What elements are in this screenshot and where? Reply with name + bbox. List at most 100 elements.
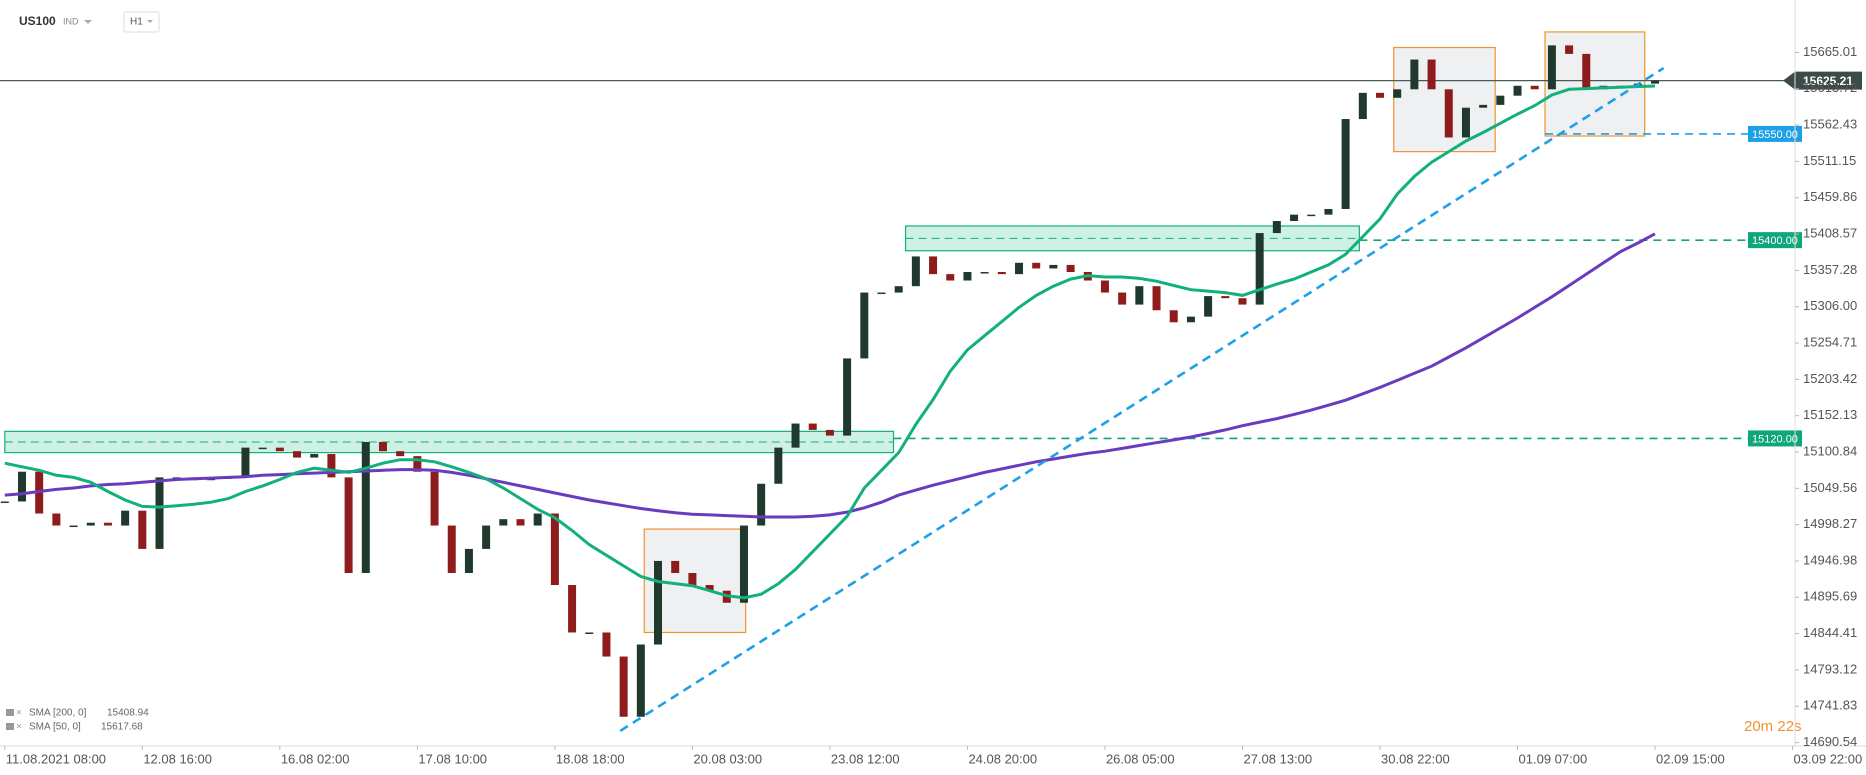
- x-tick-label: 01.09 07:00: [1519, 751, 1588, 766]
- candle: [946, 274, 955, 281]
- candle: [241, 447, 250, 478]
- candle: [1290, 214, 1299, 222]
- y-tick-label: 15408.57: [1803, 226, 1857, 241]
- candle: [1169, 310, 1178, 323]
- candle: [1015, 262, 1024, 275]
- zone: [1393, 46, 1496, 153]
- y-tick-label: 14946.98: [1803, 552, 1857, 567]
- candle: [1152, 286, 1161, 311]
- x-tick-label: 03.09 22:00: [1794, 751, 1863, 766]
- interval[interactable]: H1: [130, 17, 143, 28]
- candle: [1186, 316, 1195, 323]
- y-tick-label: 15203.42: [1803, 371, 1857, 386]
- candle: [1582, 53, 1591, 90]
- y-tick-label: 14844.41: [1803, 625, 1857, 640]
- level-label: 15400.00: [1752, 235, 1798, 247]
- candle: [0, 501, 9, 503]
- candle: [1461, 107, 1470, 138]
- dropdown-caret[interactable]: [147, 20, 153, 23]
- last-price-label: 15625.21: [1803, 74, 1853, 88]
- x-tick-label: 02.09 15:00: [1656, 751, 1725, 766]
- candle: [1221, 296, 1230, 299]
- candle: [1427, 59, 1436, 90]
- candle: [602, 632, 611, 657]
- candle: [344, 477, 353, 573]
- candle: [516, 519, 525, 526]
- x-tick-label: 18.08 18:00: [556, 751, 625, 766]
- candle: [757, 483, 766, 526]
- y-tick-label: 15152.13: [1803, 407, 1857, 422]
- candle: [654, 560, 663, 645]
- y-tick-label: 15306.00: [1803, 298, 1857, 313]
- y-tick-label: 15562.43: [1803, 117, 1857, 132]
- candle: [1118, 292, 1127, 305]
- y-tick-label: 15357.28: [1803, 262, 1857, 277]
- candle: [963, 272, 972, 281]
- timer: 20m 22s: [1744, 718, 1802, 735]
- candle: [138, 510, 147, 549]
- y-tick-label: 15665.01: [1803, 44, 1857, 59]
- candle: [1547, 45, 1556, 90]
- level-label: 15550.00: [1752, 129, 1798, 141]
- candle: [550, 513, 559, 586]
- candle: [17, 471, 26, 502]
- candle: [774, 447, 783, 484]
- zone: [1544, 31, 1646, 137]
- candle: [1479, 104, 1488, 108]
- candle: [791, 423, 800, 448]
- x-tick-label: 16.08 02:00: [281, 751, 350, 766]
- candle: [499, 519, 508, 526]
- x-tick-label: 26.08 05:00: [1106, 751, 1175, 766]
- x-tick-label: 30.08 22:00: [1381, 751, 1450, 766]
- x-tick-label: 23.08 12:00: [831, 751, 900, 766]
- candle: [103, 522, 112, 526]
- candle: [1444, 89, 1453, 138]
- candle: [1238, 298, 1247, 305]
- y-tick-label: 14998.27: [1803, 516, 1857, 531]
- candle: [310, 454, 319, 458]
- legend-params: [200, 0]: [53, 708, 87, 719]
- market: IND: [63, 16, 79, 26]
- level-label-box: [1748, 125, 1802, 142]
- candle: [1393, 89, 1402, 98]
- candle: [1513, 85, 1522, 96]
- y-tick-label: 14895.69: [1803, 589, 1857, 604]
- candle: [1307, 214, 1316, 217]
- legend-value: 15617.68: [101, 722, 143, 733]
- candle: [825, 429, 834, 436]
- x-tick-label: 12.08 16:00: [143, 751, 212, 766]
- candle: [636, 644, 645, 717]
- candle: [671, 560, 680, 573]
- candle: [860, 292, 869, 359]
- y-tick-label: 14741.83: [1803, 698, 1857, 713]
- candle: [396, 451, 405, 457]
- level-label-box: [1748, 430, 1802, 447]
- legend-icon: [6, 723, 14, 730]
- candle: [378, 441, 387, 452]
- legend-name: SMA: [29, 708, 51, 719]
- y-tick-label: 15254.71: [1803, 334, 1857, 349]
- y-tick-label: 14793.12: [1803, 661, 1857, 676]
- y-tick-label: 15511.15: [1803, 153, 1856, 168]
- candle: [1049, 264, 1058, 269]
- level-label: 15120.00: [1752, 433, 1798, 445]
- dropdown-caret[interactable]: [84, 20, 92, 24]
- symbol[interactable]: US100: [19, 14, 56, 28]
- x-tick-label: 24.08 20:00: [968, 751, 1037, 766]
- candle: [1324, 208, 1333, 215]
- candle: [688, 572, 697, 586]
- y-tick-label: 15459.86: [1803, 189, 1857, 204]
- level-label-box: [1748, 232, 1802, 249]
- last-price-box: [1783, 71, 1862, 90]
- legend-params: [50, 0]: [53, 722, 81, 733]
- candle: [258, 447, 267, 450]
- candle: [877, 292, 886, 295]
- trend-line: [619, 66, 1665, 733]
- candle: [1651, 80, 1660, 84]
- candle: [929, 256, 938, 275]
- x-tick-label: 17.08 10:00: [418, 751, 487, 766]
- candle: [843, 358, 852, 436]
- candle: [980, 272, 989, 274]
- interval-box[interactable]: [123, 11, 160, 33]
- candle: [1204, 296, 1213, 317]
